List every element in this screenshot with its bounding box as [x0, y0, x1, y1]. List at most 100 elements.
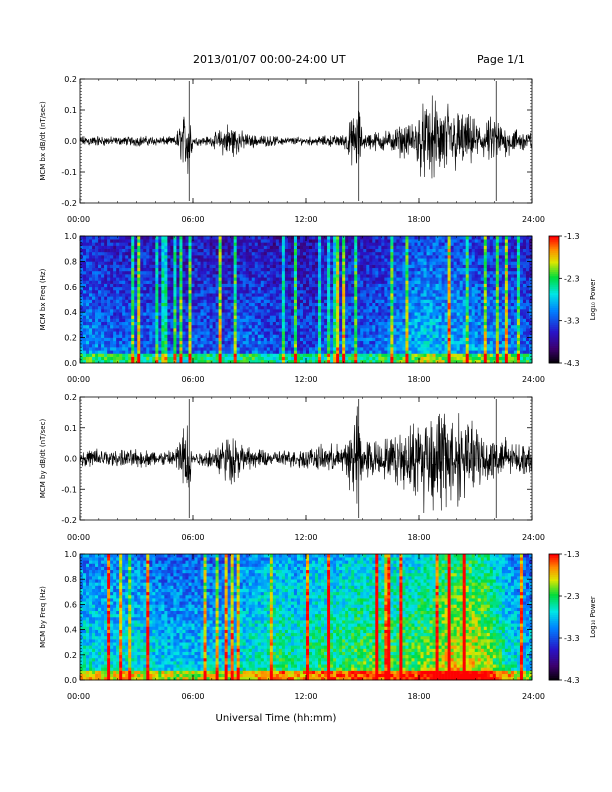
spectrogram-cell: [339, 296, 342, 299]
spectrogram-cell: [188, 296, 191, 299]
spectrogram-cell: [176, 268, 179, 271]
spectrogram-cell: [390, 315, 393, 318]
spectrogram-cell: [201, 293, 204, 296]
spectrogram-cell: [213, 325, 216, 328]
spectrogram-cell: [237, 236, 240, 239]
spectrogram-cell: [294, 322, 297, 325]
spectrogram-cell: [390, 353, 393, 356]
spectrogram-cell: [309, 246, 312, 249]
spectrogram-cell: [436, 315, 439, 318]
spectrogram-cell: [330, 300, 333, 303]
spectrogram-cell: [357, 315, 360, 318]
spectrogram-cell: [439, 303, 442, 306]
spectrogram-cell: [270, 293, 273, 296]
spectrogram-cell: [345, 341, 348, 344]
spectrogram-cell: [351, 277, 354, 280]
spectrogram-cell: [225, 284, 228, 287]
spectrogram-cell: [393, 319, 396, 322]
spectrogram-cell: [149, 293, 152, 296]
spectrogram-cell: [122, 315, 125, 318]
spectrogram-cell: [384, 341, 387, 344]
spectrogram-cell: [98, 242, 101, 245]
spectrogram-cell: [427, 341, 430, 344]
spectrogram-cell: [345, 290, 348, 293]
spectrogram-cell: [104, 315, 107, 318]
spectrogram-cell: [258, 249, 261, 252]
spectrogram-cell: [381, 252, 384, 255]
spectrogram-cell: [170, 309, 173, 312]
spectrogram-cell: [402, 306, 405, 309]
spectrogram-cell: [95, 331, 98, 334]
spectrogram-cell: [152, 300, 155, 303]
spectrogram-cell: [414, 312, 417, 315]
spectrogram-cell: [321, 287, 324, 290]
spectrogram-cell: [243, 239, 246, 242]
spectrogram-cell: [195, 280, 198, 283]
spectrogram-cell: [255, 274, 258, 277]
spectrogram-cell: [146, 338, 149, 341]
spectrogram-cell: [348, 325, 351, 328]
spectrogram-cell: [372, 331, 375, 334]
spectrogram-cell: [408, 296, 411, 299]
spectrogram-cell: [116, 271, 119, 274]
spectrogram-cell: [95, 341, 98, 344]
spectrogram-cell: [255, 296, 258, 299]
spectrogram-cell: [399, 249, 402, 252]
spectrogram-cell: [86, 265, 89, 268]
spectrogram-cell: [288, 246, 291, 249]
spectrogram-cell: [387, 293, 390, 296]
spectrogram-cell: [225, 306, 228, 309]
spectrogram-cell: [195, 300, 198, 303]
spectrogram-cell: [279, 309, 282, 312]
spectrogram-cell: [291, 338, 294, 341]
spectrogram-cell: [427, 274, 430, 277]
spectrogram-cell: [252, 255, 255, 258]
spectrogram-cell: [146, 353, 149, 356]
spectrogram-cell: [101, 338, 104, 341]
spectrogram-cell: [333, 246, 336, 249]
spectrogram-cell: [158, 300, 161, 303]
spectrogram-cell: [131, 268, 134, 271]
spectrogram-cell: [339, 328, 342, 331]
spectrogram-cell: [116, 280, 119, 283]
spectrogram-cell: [258, 328, 261, 331]
spectrogram-cell: [270, 312, 273, 315]
spectrogram-cell: [110, 300, 113, 303]
spectrogram-cell: [399, 290, 402, 293]
spectrogram-cell: [113, 331, 116, 334]
spectrogram-cell: [246, 242, 249, 245]
spectrogram-cell: [424, 331, 427, 334]
spectrogram-cell: [312, 315, 315, 318]
spectrogram-cell: [213, 296, 216, 299]
spectrogram-cell: [149, 338, 152, 341]
spectrogram-cell: [210, 325, 213, 328]
spectrogram-cell: [378, 350, 381, 353]
spectrogram-cell: [176, 319, 179, 322]
spectrogram-cell: [297, 296, 300, 299]
spectrogram-cell: [219, 242, 222, 245]
spectrogram-cell: [98, 236, 101, 239]
spectrogram-cell: [433, 334, 436, 337]
spectrogram-cell: [195, 303, 198, 306]
spectrogram-cell: [119, 338, 122, 341]
spectrogram-cell: [243, 350, 246, 353]
spectrogram-cell: [348, 261, 351, 264]
spectrogram-cell: [191, 328, 194, 331]
spectrogram-cell: [176, 338, 179, 341]
spectrogram-cell: [270, 239, 273, 242]
spectrogram-cell: [264, 334, 267, 337]
spectrogram-cell: [291, 325, 294, 328]
spectrogram-cell: [315, 242, 318, 245]
spectrogram-cell: [279, 242, 282, 245]
spectrogram-cell: [264, 296, 267, 299]
spectrogram-cell: [439, 252, 442, 255]
spectrogram-cell: [210, 300, 213, 303]
spectrogram-cell: [207, 280, 210, 283]
spectrogram-cell: [131, 242, 134, 245]
spectrogram-cell: [95, 290, 98, 293]
spectrogram-cell: [176, 287, 179, 290]
spectrogram-cell: [430, 249, 433, 252]
spectrogram-cell: [378, 255, 381, 258]
spectrogram-cell: [167, 258, 170, 261]
spectrogram-cell: [149, 261, 152, 264]
